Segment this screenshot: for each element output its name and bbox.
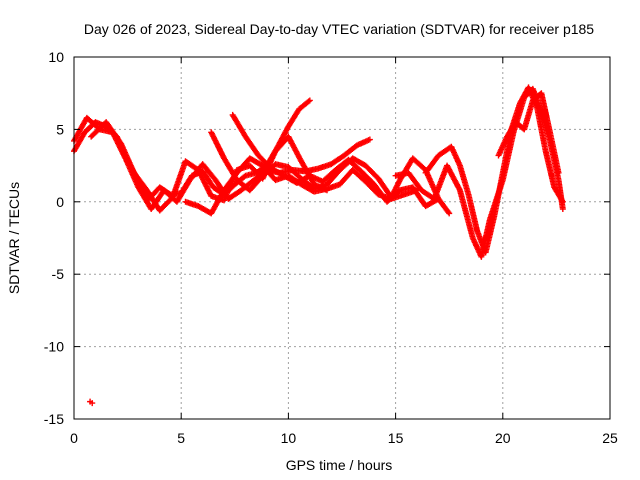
series-track6 xyxy=(208,129,453,217)
chart-title: Day 026 of 2023, Sidereal Day-to-day VTE… xyxy=(84,21,594,37)
plot-frame xyxy=(73,56,611,420)
x-tick-label: 25 xyxy=(602,430,618,446)
y-tick-labels: -15 -10 -5 0 5 10 xyxy=(44,49,64,427)
y-tick-label: -5 xyxy=(52,266,65,282)
y-tick-label: 0 xyxy=(56,194,64,210)
x-tick-label: 20 xyxy=(495,430,511,446)
data-points xyxy=(71,84,566,407)
y-tick-label: -10 xyxy=(44,339,64,355)
data-point xyxy=(445,209,452,216)
data-point xyxy=(559,206,566,213)
axis-ticks xyxy=(73,56,611,420)
y-tick-label: 5 xyxy=(56,121,64,137)
y-tick-label: -15 xyxy=(44,411,64,427)
data-point xyxy=(89,400,96,407)
x-tick-label: 5 xyxy=(177,430,185,446)
series-track9 xyxy=(495,90,562,176)
series-outlier xyxy=(87,398,96,407)
data-point xyxy=(555,169,562,176)
x-tick-label: 0 xyxy=(70,430,78,446)
data-point xyxy=(446,210,453,217)
x-axis-label: GPS time / hours xyxy=(286,457,393,473)
y-axis-label: SDTVAR / TECUs xyxy=(6,182,22,294)
data-point xyxy=(366,136,373,143)
x-tick-label: 15 xyxy=(388,430,404,446)
data-point xyxy=(306,97,313,104)
x-tick-label: 10 xyxy=(281,430,297,446)
y-tick-label: 10 xyxy=(48,49,64,65)
data-point xyxy=(559,198,566,205)
x-tick-labels: 0 5 10 15 20 25 xyxy=(70,430,618,446)
data-point xyxy=(305,98,312,105)
